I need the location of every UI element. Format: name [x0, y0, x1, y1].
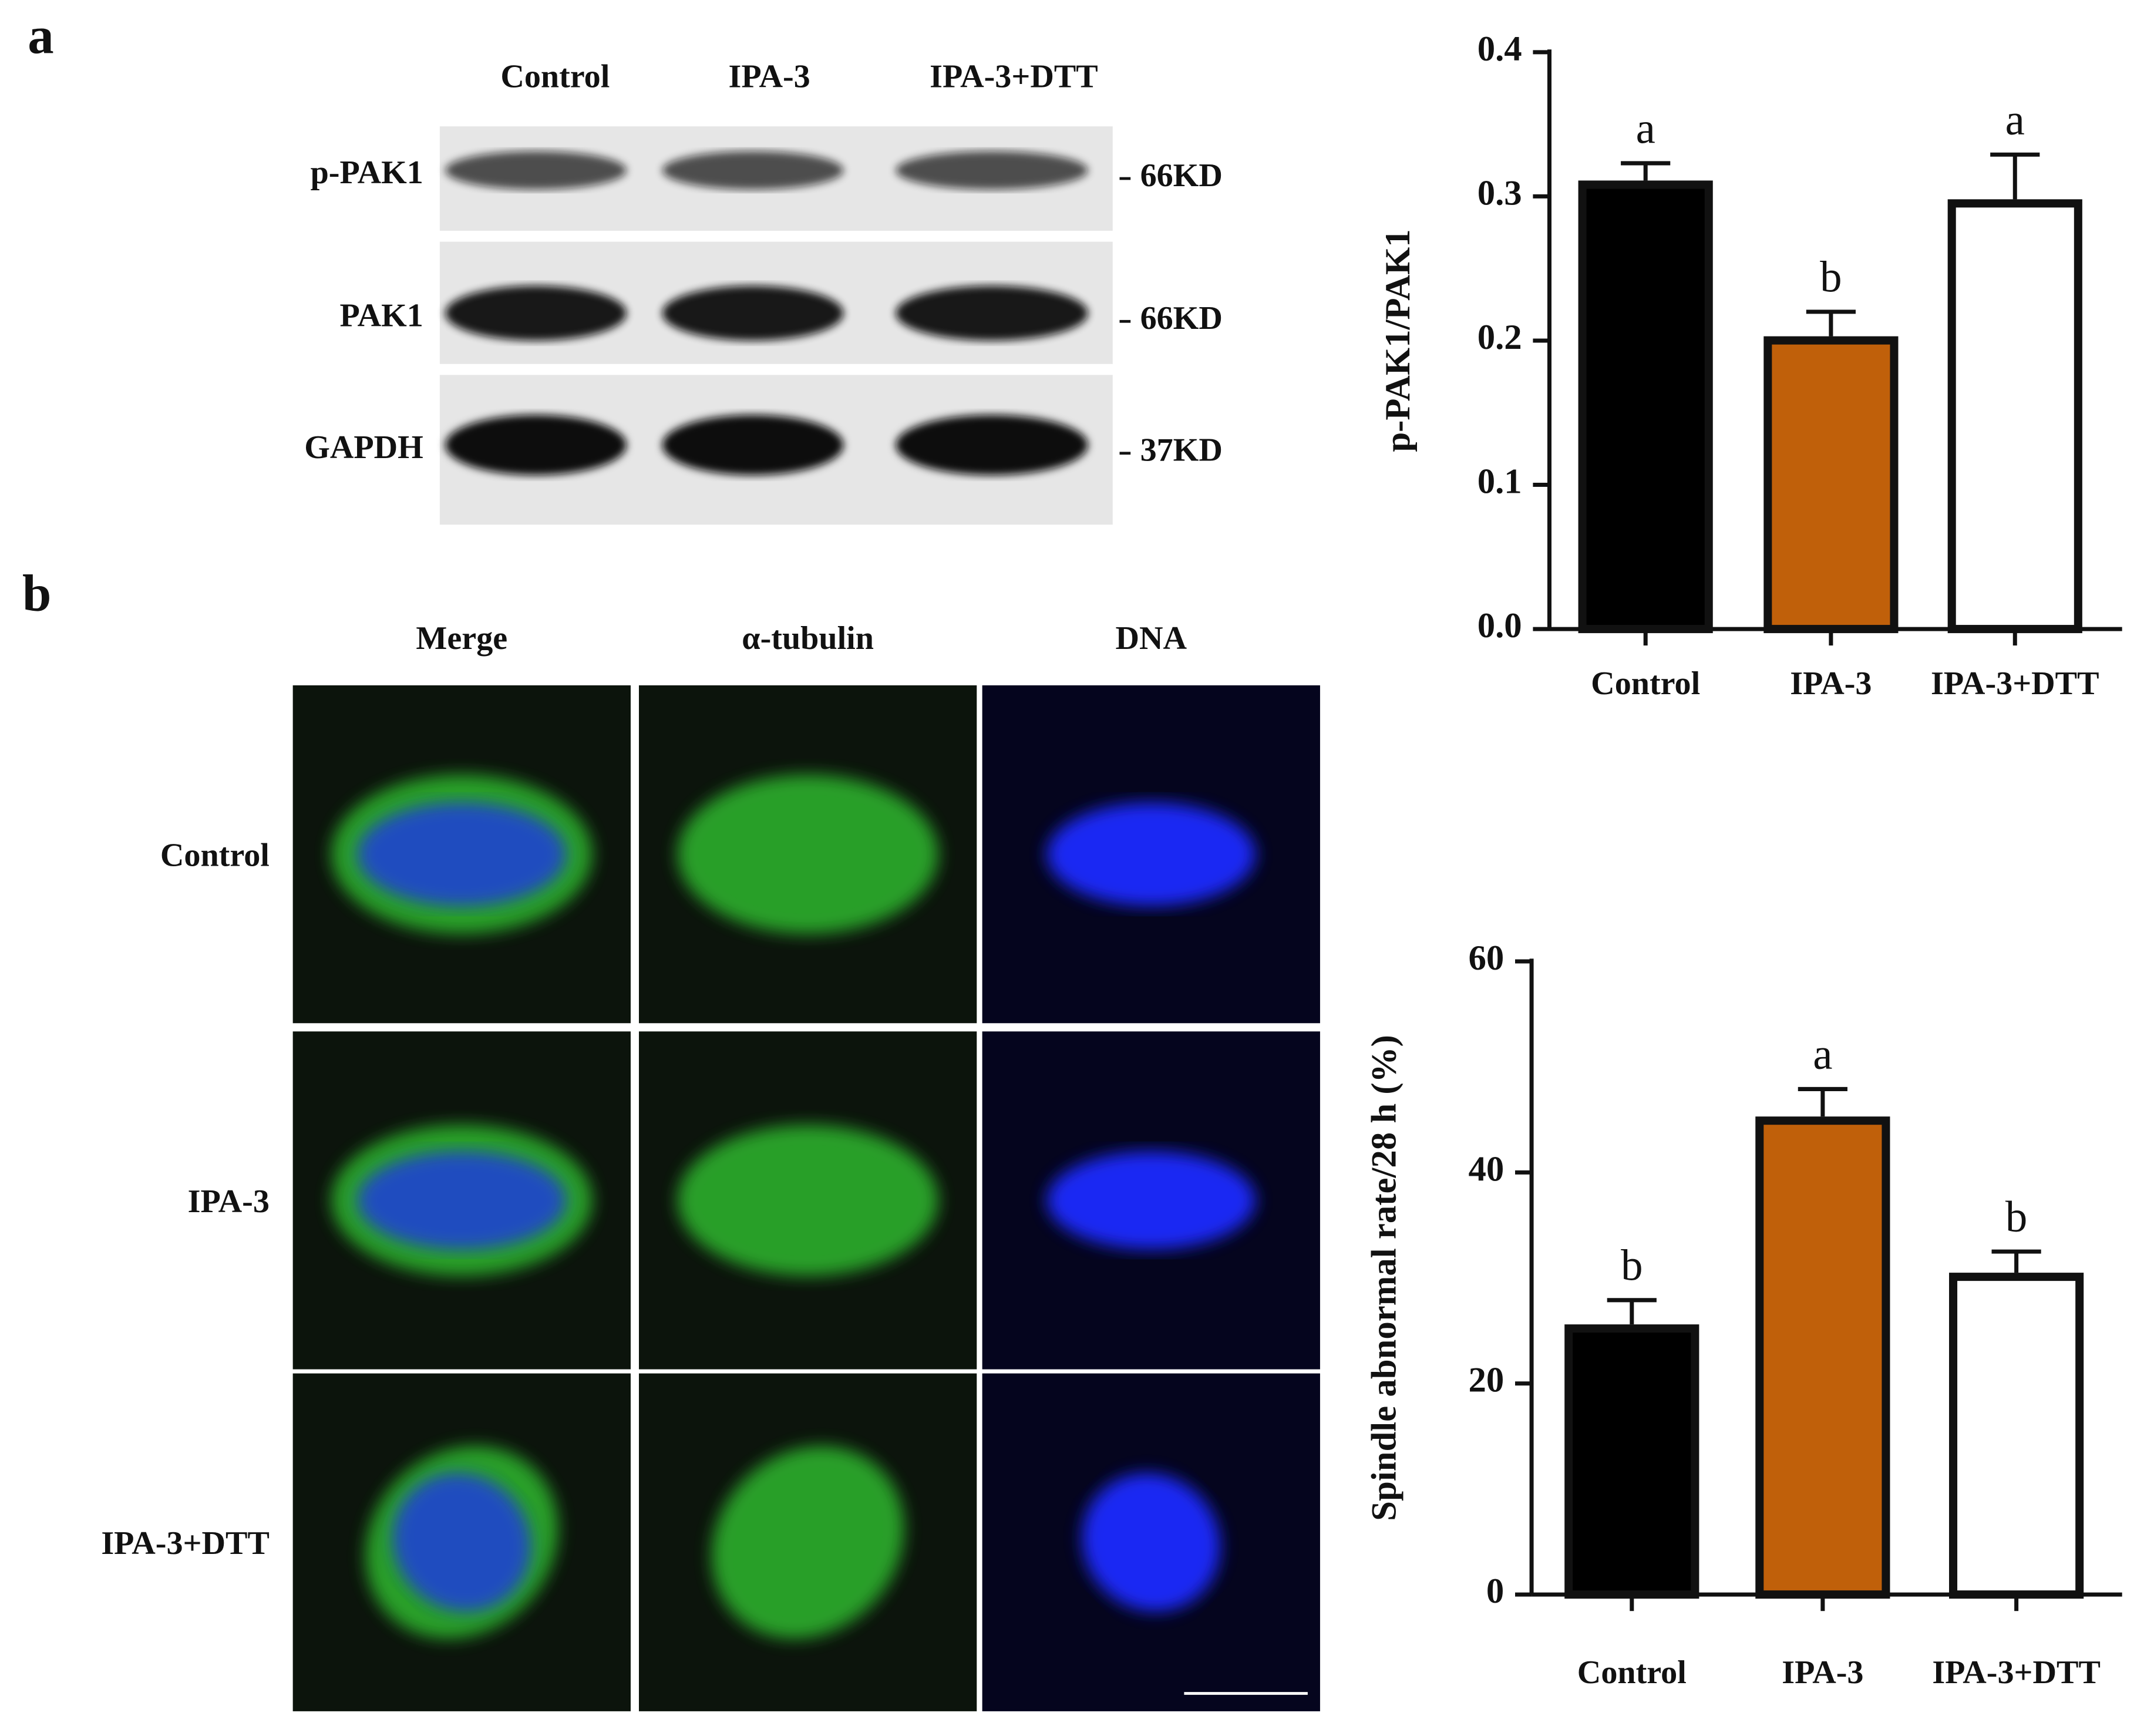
- bar: [1755, 1116, 1890, 1599]
- blot-band: [445, 415, 627, 476]
- blot-row-label: PAK1: [339, 297, 423, 334]
- x-tick-label: IPA-3: [1790, 665, 1872, 702]
- dna-signal: [1046, 1151, 1256, 1250]
- y-axis-label: Spindle abnormal rate/28 h (%): [1364, 1035, 1404, 1521]
- micro-row-label: IPA-3: [188, 1183, 270, 1220]
- bar: [1947, 199, 2082, 634]
- blot-band: [662, 285, 844, 341]
- y-tick-label: 20: [1469, 1361, 1505, 1400]
- dna-signal: [392, 1473, 531, 1612]
- x-tick-label: IPA-3: [1782, 1654, 1863, 1691]
- dna-signal: [1046, 802, 1256, 906]
- blot-row-label: p-PAK1: [311, 154, 423, 191]
- y-tick-label: 40: [1469, 1149, 1505, 1189]
- tubulin-signal: [711, 1446, 904, 1639]
- micro-row-label: Control: [160, 837, 270, 874]
- blot-band: [896, 285, 1088, 341]
- y-tick-label: 0.1: [1477, 462, 1522, 501]
- significance-letter: a: [2005, 96, 2025, 144]
- blot-band: [896, 151, 1088, 190]
- micro-row-label: IPA-3+DTT: [101, 1525, 270, 1562]
- dna-signal: [357, 802, 567, 906]
- micro-column-label: α-tubulin: [742, 620, 874, 657]
- blot-band: [896, 415, 1088, 476]
- blot-band: [662, 415, 844, 476]
- micro-column-label: Merge: [416, 620, 507, 657]
- significance-letter: a: [1636, 105, 1655, 153]
- bar: [1949, 1273, 2084, 1599]
- blot-size-label: 66KD: [1140, 157, 1223, 194]
- dna-signal: [1082, 1473, 1221, 1612]
- blot-band: [445, 151, 627, 190]
- blot-row-label: GAPDH: [304, 429, 423, 466]
- blot-band: [662, 151, 844, 190]
- tubulin-signal: [677, 1125, 938, 1276]
- dna-signal: [357, 1151, 567, 1250]
- y-tick-label: 0.0: [1477, 606, 1522, 645]
- significance-letter: b: [1820, 253, 1842, 302]
- bar: [1763, 336, 1899, 634]
- panel-label: b: [22, 565, 51, 623]
- y-tick-label: 60: [1469, 938, 1505, 978]
- y-axis-label: p-PAK1/PAK1: [1378, 229, 1418, 452]
- bar: [1578, 180, 1713, 634]
- y-tick-label: 0.4: [1477, 29, 1522, 69]
- bar: [1564, 1324, 1699, 1599]
- significance-letter: b: [2005, 1193, 2027, 1242]
- blot-band: [445, 285, 627, 341]
- x-tick-label: Control: [1577, 1654, 1687, 1691]
- blot-column-label: Control: [500, 59, 610, 95]
- significance-letter: b: [1621, 1242, 1643, 1290]
- panel-label: a: [28, 8, 53, 65]
- y-tick-label: 0.2: [1477, 318, 1522, 357]
- x-tick-label: IPA-3+DTT: [1931, 665, 2099, 702]
- tubulin-signal: [677, 774, 938, 934]
- blot-column-label: IPA-3: [729, 59, 810, 95]
- y-tick-label: 0: [1486, 1572, 1504, 1611]
- micro-column-label: DNA: [1116, 620, 1187, 657]
- significance-letter: a: [1813, 1030, 1832, 1079]
- x-tick-label: IPA-3+DTT: [1932, 1654, 2101, 1691]
- blot-size-label: 37KD: [1140, 432, 1223, 469]
- y-tick-label: 0.3: [1477, 173, 1522, 213]
- blot-column-label: IPA-3+DTT: [930, 59, 1098, 95]
- x-tick-label: Control: [1591, 665, 1700, 702]
- blot-size-label: 66KD: [1140, 300, 1223, 337]
